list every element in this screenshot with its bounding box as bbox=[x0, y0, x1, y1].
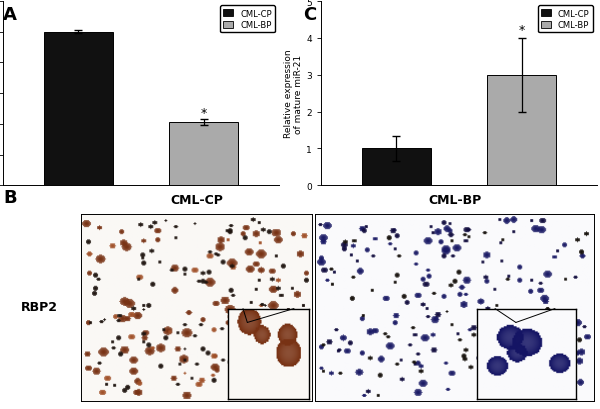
Legend: CML-CP, CML-BP: CML-CP, CML-BP bbox=[220, 6, 275, 33]
Text: CML-CP: CML-CP bbox=[170, 193, 223, 207]
Text: *: * bbox=[518, 24, 525, 37]
Text: C: C bbox=[303, 6, 316, 24]
Bar bbox=[487, 76, 556, 186]
Bar bbox=[169, 123, 238, 186]
Y-axis label: Relative expression
of mature miR-21: Relative expression of mature miR-21 bbox=[284, 50, 303, 138]
Text: A: A bbox=[3, 6, 17, 24]
Bar bbox=[362, 149, 431, 186]
Text: B: B bbox=[3, 189, 17, 207]
Bar bbox=[44, 33, 113, 186]
Text: RBP2: RBP2 bbox=[20, 300, 58, 313]
Text: CML-BP: CML-BP bbox=[428, 193, 481, 207]
Text: *: * bbox=[201, 107, 207, 120]
Legend: CML-CP, CML-BP: CML-CP, CML-BP bbox=[538, 6, 593, 33]
